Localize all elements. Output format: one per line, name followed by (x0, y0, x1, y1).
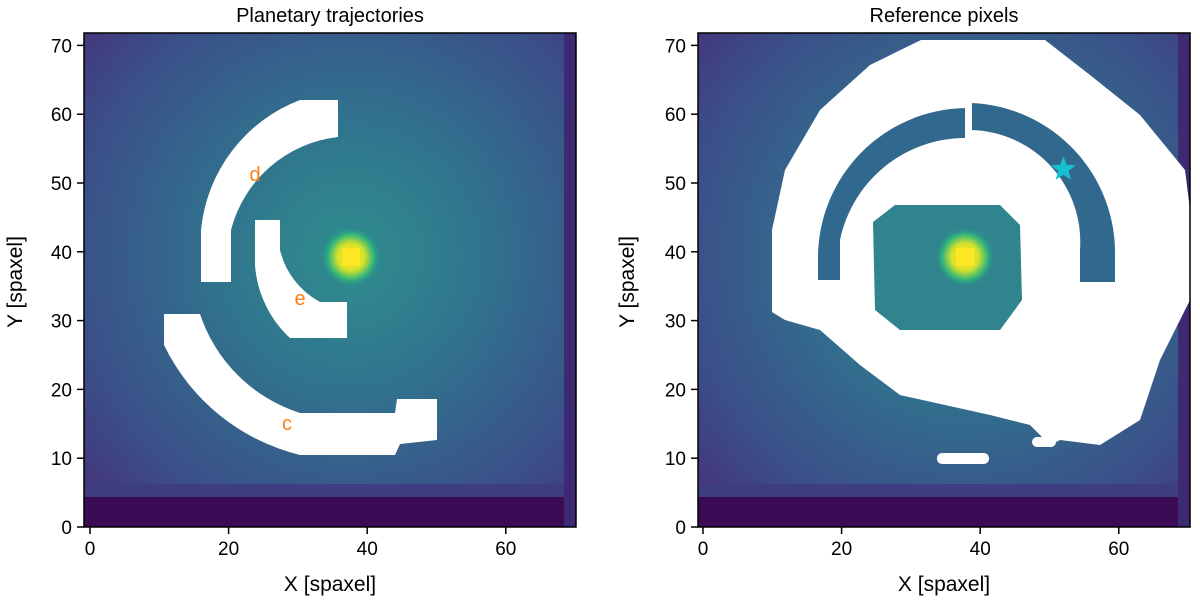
panel-left-ticks: 0 20 40 60 0 10 20 30 40 50 60 70 (51, 36, 517, 560)
panel-right: Reference pixels 0 20 40 60010203040506070 … (616, 5, 1191, 596)
y-tick-label: 50 (665, 174, 686, 195)
heatmap-right-edge-band (564, 33, 576, 527)
panel-left: Planetary trajectories d e c 0 20 40 60 0 10 2… (4, 5, 577, 596)
x-tick-label: 20 (831, 539, 852, 560)
y-tick-label: 10 (665, 449, 686, 470)
y-tick-label: 30 (51, 312, 72, 333)
x-tick-label: 0 (85, 539, 96, 560)
reference-pixels-arc-left (818, 108, 965, 280)
x-tick-label: 60 (495, 539, 516, 560)
panel-right-ylabel: Y [spaxel] (616, 236, 639, 328)
heatmap-bottom-band (698, 497, 1190, 527)
annotation-c: c (282, 413, 292, 435)
panel-left-xlabel: X [spaxel] (284, 573, 376, 596)
annotation-d: d (249, 164, 260, 186)
x-tick-label: 40 (357, 539, 378, 560)
y-tick-label: 30 (665, 312, 686, 333)
panel-right-frame (697, 32, 1191, 528)
y-tick-label: 60 (665, 105, 686, 126)
y-tick-label: 0 (675, 518, 686, 539)
star-psf-core (956, 248, 974, 266)
y-tick-label: 20 (665, 380, 686, 401)
panel-right-xlabel: X [spaxel] (898, 573, 990, 596)
panel-right-image (698, 33, 1190, 527)
annotation-e: e (294, 288, 305, 310)
trajectory-mask-e (255, 220, 347, 338)
y-tick-label: 20 (51, 380, 72, 401)
x-tick-label: 40 (970, 539, 991, 560)
y-tick-label: 40 (665, 243, 686, 264)
y-tick-label: 70 (51, 36, 72, 57)
panel-left-title: Planetary trajectories (236, 5, 424, 27)
x-tick-label: 0 (698, 539, 709, 560)
trajectory-mask-d (201, 100, 338, 282)
y-tick-label: 10 (51, 449, 72, 470)
panel-left-ylabel: Y [spaxel] (4, 236, 27, 328)
heatmap-bottom-transition-band (698, 484, 1190, 497)
y-tick-label: 0 (61, 518, 72, 539)
panel-right-ticks: 0 20 40 60 0 10 20 30 40 50 60 70 (665, 36, 1130, 560)
heatmap-bottom-transition-band (84, 484, 576, 497)
reference-exclusion-fragment (1032, 437, 1056, 447)
y-tick-label: 40 (51, 243, 72, 264)
y-tick-label: 70 (665, 36, 686, 57)
reference-pixels-arc-right (972, 103, 1116, 282)
reference-exclusion-fragment (937, 453, 989, 464)
heatmap-bottom-band (84, 497, 576, 527)
y-tick-label: 50 (51, 174, 72, 195)
x-tick-label: 20 (218, 539, 239, 560)
y-tick-label: 60 (51, 105, 72, 126)
trajectory-mask-c (164, 314, 437, 455)
panel-right-title: Reference pixels (870, 5, 1019, 27)
panel-left-image: d e c (84, 33, 576, 527)
x-tick-label: 60 (1108, 539, 1129, 560)
star-psf-core (342, 248, 360, 266)
star-marker (1051, 156, 1076, 180)
panel-left-frame (83, 32, 577, 528)
